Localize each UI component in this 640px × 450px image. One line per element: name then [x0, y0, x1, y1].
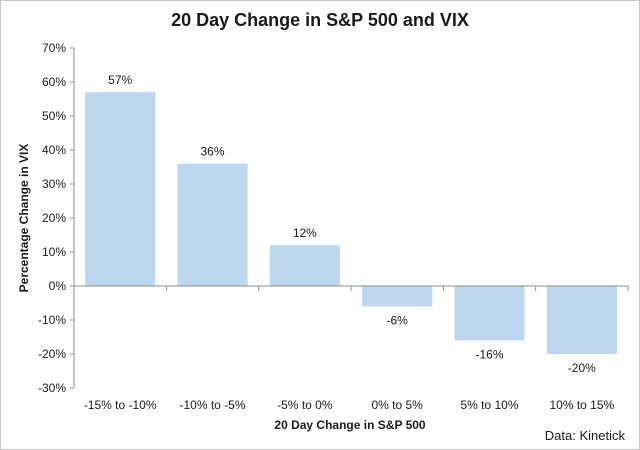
x-tick-label: -15% to -10%	[84, 398, 157, 412]
y-tick-label: 20%	[42, 211, 66, 225]
x-tick-label: 10% to 15%	[549, 398, 614, 412]
x-axis-ticks: -15% to -10% -10% to -5% -5% to 0% 0% to 5%…	[73, 286, 629, 412]
y-tick-label: 10%	[42, 245, 66, 259]
x-tick-label: -5% to 0%	[277, 398, 333, 412]
y-tick-label: -10%	[38, 313, 66, 327]
bar	[454, 286, 525, 341]
bar	[269, 245, 340, 286]
y-tick-label: 70%	[42, 41, 66, 55]
bar-value-label: 36%	[200, 145, 224, 159]
bar-value-label: -6%	[386, 313, 408, 327]
bar	[177, 163, 248, 286]
y-axis-ticks: 70% 60% 50% 40% 30% 20% 10% 0% -10% -20% -30%	[38, 41, 74, 395]
y-tick-label: 40%	[42, 143, 66, 157]
bar-value-label: -20%	[568, 361, 596, 375]
chart-title: 20 Day Change in S&P 500 and VIX	[171, 10, 469, 30]
bar	[362, 286, 433, 307]
y-tick-label: -20%	[38, 347, 66, 361]
y-tick-label: 0%	[49, 279, 67, 293]
source-note: Data: Kinetick	[545, 428, 626, 443]
y-tick-label: -30%	[38, 381, 66, 395]
x-tick-label: 0% to 5%	[371, 398, 423, 412]
x-axis-title: 20 Day Change in S&P 500	[274, 418, 426, 432]
bar-value-labels: 57% 36% 12% -6% -16% -20%	[108, 73, 596, 375]
bar-value-label: 12%	[293, 226, 317, 240]
y-tick-label: 50%	[42, 109, 66, 123]
bar	[85, 92, 156, 286]
x-tick-label: -10% to -5%	[179, 398, 245, 412]
bar-value-label: -16%	[475, 347, 503, 361]
bar-value-label: 57%	[108, 73, 132, 87]
x-tick-label: 5% to 10%	[460, 398, 518, 412]
bar	[546, 286, 617, 354]
y-axis-title: Percentage Change in VIX	[17, 144, 31, 293]
y-tick-label: 60%	[42, 75, 66, 89]
y-tick-label: 30%	[42, 177, 66, 191]
bars	[85, 92, 617, 354]
